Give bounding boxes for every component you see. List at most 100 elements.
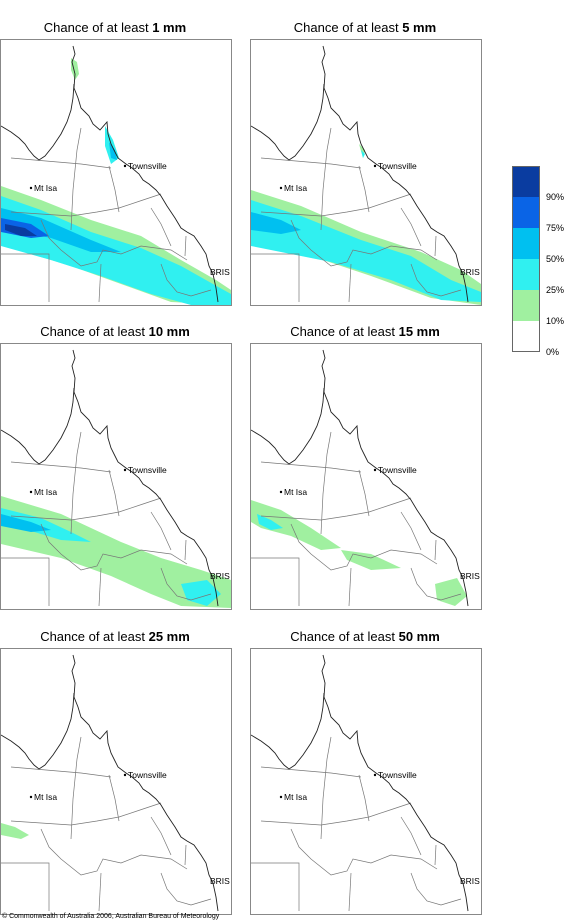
region-border bbox=[260, 802, 412, 826]
region-border bbox=[98, 263, 102, 303]
region-border bbox=[290, 828, 438, 876]
region-border bbox=[358, 774, 370, 822]
region-border bbox=[358, 469, 370, 517]
map-svg: Townsville Mt Isa BRIS bbox=[1, 349, 231, 608]
townsville-marker bbox=[123, 164, 127, 168]
region-border bbox=[251, 253, 300, 302]
coastline-east bbox=[71, 654, 219, 912]
region-border bbox=[150, 816, 172, 856]
probability-area bbox=[71, 58, 79, 80]
region-border bbox=[184, 539, 187, 561]
townsville-label: Townsville bbox=[128, 161, 167, 171]
region-border bbox=[434, 235, 437, 257]
legend-swatch-10 bbox=[512, 290, 540, 321]
probability-legend: 90% 75% 50% 25% 10% 0% bbox=[512, 166, 564, 357]
mt-isa-marker bbox=[279, 490, 283, 494]
region-border bbox=[434, 844, 437, 866]
mt-isa-label: Mt Isa bbox=[284, 487, 307, 497]
region-border bbox=[320, 431, 332, 535]
coastline-gulf bbox=[251, 692, 325, 770]
coastline-gulf bbox=[1, 387, 75, 465]
region-border bbox=[70, 431, 82, 535]
brisbane-label: BRIS bbox=[210, 876, 230, 886]
legend-swatch-0 bbox=[512, 321, 540, 352]
region-border bbox=[10, 157, 112, 169]
legend-tick-0: 0% bbox=[546, 347, 560, 357]
coastline-gulf bbox=[251, 83, 325, 161]
brisbane-label: BRIS bbox=[460, 571, 480, 581]
region-border bbox=[70, 736, 82, 840]
region-border bbox=[320, 736, 332, 840]
mt-isa-marker bbox=[279, 795, 283, 799]
map-1mm: Townsville Mt Isa BRIS bbox=[0, 39, 232, 306]
probability-area bbox=[181, 580, 221, 606]
region-border bbox=[348, 263, 352, 303]
region-border bbox=[410, 872, 462, 906]
mt-isa-label: Mt Isa bbox=[34, 792, 57, 802]
region-border bbox=[348, 567, 352, 607]
map-50mm: Townsville Mt Isa BRIS bbox=[250, 648, 482, 915]
region-border bbox=[410, 263, 462, 297]
region-border bbox=[98, 567, 102, 607]
coastline-east bbox=[71, 45, 219, 303]
map-5mm: Townsville Mt Isa BRIS bbox=[250, 39, 482, 306]
probability-area bbox=[361, 150, 365, 158]
map-25mm: Townsville Mt Isa BRIS bbox=[0, 648, 232, 915]
coastline-gulf bbox=[251, 387, 325, 465]
mt-isa-marker bbox=[29, 490, 33, 494]
region-border bbox=[184, 235, 187, 257]
panel-title-1mm: Chance of at least 1 mm bbox=[43, 20, 187, 35]
coastline-east bbox=[71, 349, 219, 607]
probability-area bbox=[251, 200, 481, 302]
mt-isa-label: Mt Isa bbox=[284, 792, 307, 802]
region-border bbox=[150, 207, 172, 247]
map-svg: Townsville Mt Isa BRIS bbox=[1, 654, 230, 912]
region-border bbox=[434, 539, 437, 561]
region-border bbox=[184, 844, 187, 866]
region-border bbox=[1, 862, 50, 911]
townsville-marker bbox=[373, 164, 377, 168]
legend-swatch-75 bbox=[512, 197, 540, 228]
townsville-marker bbox=[123, 468, 127, 472]
region-border bbox=[260, 461, 362, 473]
mt-isa-label: Mt Isa bbox=[34, 487, 57, 497]
copyright-notice: © Commonwealth of Australia 2006, Austra… bbox=[2, 913, 220, 920]
region-border bbox=[400, 207, 422, 247]
coastline-east bbox=[321, 45, 469, 303]
region-border bbox=[10, 766, 112, 778]
probability-area bbox=[1, 208, 121, 252]
region-border bbox=[160, 567, 212, 601]
brisbane-label: BRIS bbox=[210, 267, 230, 277]
townsville-marker bbox=[123, 773, 127, 777]
brisbane-label: BRIS bbox=[460, 876, 480, 886]
mt-isa-label: Mt Isa bbox=[34, 183, 57, 193]
region-border bbox=[108, 469, 120, 517]
region-border bbox=[251, 862, 300, 911]
legend-tick-90: 90% bbox=[546, 192, 565, 202]
region-border bbox=[160, 263, 212, 297]
mt-isa-marker bbox=[29, 795, 33, 799]
region-border bbox=[400, 816, 422, 856]
mt-isa-label: Mt Isa bbox=[284, 183, 307, 193]
region-border bbox=[251, 557, 300, 606]
region-border bbox=[40, 219, 188, 267]
map-10mm: Townsville Mt Isa BRIS bbox=[0, 343, 232, 610]
townsville-marker bbox=[373, 773, 377, 777]
map-svg: Townsville Mt Isa BRIS bbox=[1, 45, 231, 305]
region-border bbox=[40, 523, 188, 571]
region-border bbox=[320, 127, 332, 231]
region-border bbox=[358, 165, 370, 213]
region-border bbox=[410, 567, 462, 601]
townsville-label: Townsville bbox=[128, 770, 167, 780]
region-border bbox=[98, 872, 102, 912]
legend-tick-10: 10% bbox=[546, 316, 565, 326]
region-border bbox=[10, 497, 162, 521]
probability-area bbox=[5, 224, 37, 236]
townsville-marker bbox=[373, 468, 377, 472]
region-border bbox=[1, 253, 50, 302]
region-border bbox=[1, 557, 50, 606]
legend-swatch-25 bbox=[512, 259, 540, 290]
region-border bbox=[160, 872, 212, 906]
region-border bbox=[290, 523, 438, 571]
panel-title-25mm: Chance of at least 25 mm bbox=[40, 629, 190, 644]
